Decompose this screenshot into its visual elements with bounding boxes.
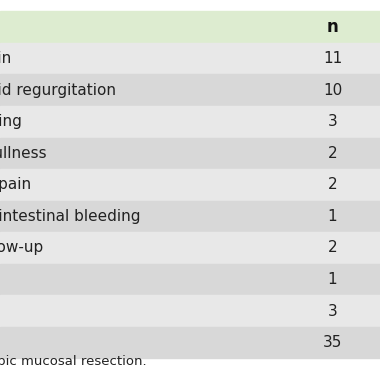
Text: iting: iting — [0, 114, 22, 129]
Bar — [0, 232, 380, 264]
Text: opic mucosal resection.: opic mucosal resection. — [0, 355, 146, 368]
Text: 2: 2 — [328, 146, 337, 161]
Bar — [0, 327, 380, 358]
Bar — [0, 169, 380, 201]
Bar — [0, 43, 380, 74]
Bar — [0, 74, 380, 106]
Text: n: n — [327, 18, 338, 36]
Text: llow-up: llow-up — [0, 241, 44, 255]
Bar — [0, 295, 380, 327]
Bar — [0, 201, 380, 232]
Text: 3: 3 — [328, 304, 337, 318]
Text: fullness: fullness — [0, 146, 47, 161]
Text: 2: 2 — [328, 177, 337, 192]
Bar — [0, 106, 380, 138]
Text: 1: 1 — [328, 209, 337, 224]
Text: 1: 1 — [328, 272, 337, 287]
Bar — [0, 138, 380, 169]
Text: cid regurgitation: cid regurgitation — [0, 83, 116, 98]
Text: 11: 11 — [323, 51, 342, 66]
Text: 10: 10 — [323, 83, 342, 98]
Text: ain: ain — [0, 51, 12, 66]
Text: l pain: l pain — [0, 177, 31, 192]
Text: 2: 2 — [328, 241, 337, 255]
Text: 3: 3 — [328, 114, 337, 129]
Bar — [0, 11, 380, 43]
Bar — [0, 264, 380, 295]
Text: 35: 35 — [323, 335, 342, 350]
Text: ointestinal bleeding: ointestinal bleeding — [0, 209, 140, 224]
